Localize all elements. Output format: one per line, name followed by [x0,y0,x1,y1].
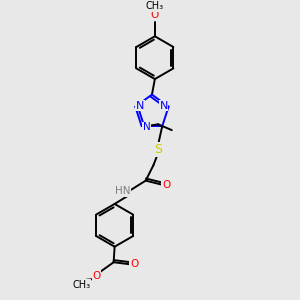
Text: N: N [160,101,168,111]
Text: S: S [154,143,162,156]
Text: N: N [136,101,144,111]
Text: CH₃: CH₃ [146,1,164,11]
Text: CH₃: CH₃ [73,280,91,290]
Text: O: O [151,10,159,20]
Text: O: O [92,271,100,281]
Text: HN: HN [115,186,130,196]
Text: N: N [142,122,150,132]
Text: O: O [130,259,138,269]
Text: O: O [162,179,170,190]
